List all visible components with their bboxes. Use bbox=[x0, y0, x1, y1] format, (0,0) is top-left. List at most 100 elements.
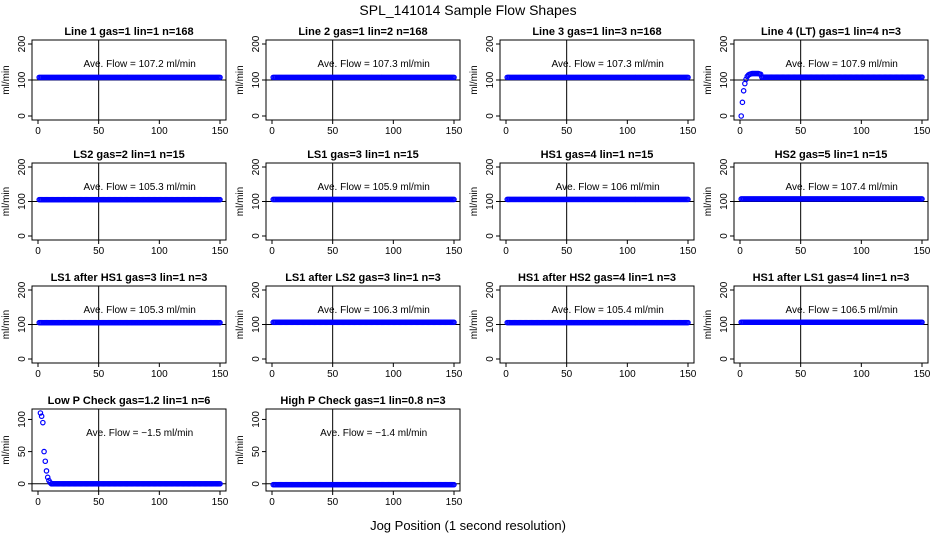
x-tick-label: 100 bbox=[853, 369, 870, 380]
ave-flow-annotation: Ave. Flow = 105.4 ml/min bbox=[552, 305, 664, 316]
y-tick-label: 0 bbox=[719, 233, 730, 239]
x-tick-label: 50 bbox=[327, 497, 339, 508]
y-tick-label: 100 bbox=[251, 411, 262, 428]
y-axis-label: ml/min bbox=[703, 310, 714, 339]
data-point bbox=[451, 196, 457, 203]
y-axis-label: ml/min bbox=[469, 65, 480, 94]
x-tick-label: 0 bbox=[503, 369, 509, 380]
x-tick-label: 0 bbox=[35, 246, 41, 257]
plot-frame bbox=[265, 408, 461, 492]
data-point bbox=[739, 99, 746, 106]
y-tick-label: 0 bbox=[17, 481, 28, 487]
data-point bbox=[41, 448, 47, 455]
x-tick-label: 50 bbox=[795, 126, 807, 137]
data-point bbox=[40, 419, 46, 426]
y-axis-label: ml/min bbox=[1, 187, 12, 216]
y-tick-label: 100 bbox=[485, 193, 496, 210]
ave-flow-annotation: Ave. Flow = 107.3 ml/min bbox=[552, 59, 664, 70]
panel-7: HS1 gas=4 lin=1 n=15 0 50 100 150 0 100 200 ml/m… bbox=[469, 149, 697, 257]
x-tick-label: 100 bbox=[853, 246, 870, 257]
y-tick-label: 200 bbox=[719, 281, 730, 298]
y-axis-label: ml/min bbox=[703, 187, 714, 216]
y-axis-label: ml/min bbox=[469, 310, 480, 339]
x-tick-label: 150 bbox=[446, 126, 463, 137]
y-tick-label: 200 bbox=[719, 158, 730, 175]
data-point bbox=[685, 74, 691, 81]
y-tick-label: 0 bbox=[485, 356, 496, 362]
x-tick-label: 150 bbox=[212, 246, 229, 257]
y-tick-label: 200 bbox=[719, 35, 730, 52]
y-tick-label: 100 bbox=[17, 316, 28, 333]
y-tick-label: 100 bbox=[17, 411, 28, 428]
x-tick-label: 0 bbox=[737, 246, 743, 257]
ave-flow-annotation: Ave. Flow = 105.3 ml/min bbox=[84, 305, 196, 316]
x-tick-label: 50 bbox=[327, 369, 339, 380]
y-tick-label: 200 bbox=[485, 35, 496, 52]
x-tick-label: 50 bbox=[795, 369, 807, 380]
data-point bbox=[38, 413, 45, 420]
data-point bbox=[919, 196, 925, 202]
panel-1: Line 1 gas=1 lin=1 n=168 0 50 100 150 0 100 200… bbox=[1, 26, 229, 137]
data-point bbox=[217, 196, 223, 203]
panel-9: LS1 after HS1 gas=3 lin=1 n=3 0 50 100 150 0 1… bbox=[1, 272, 229, 380]
plot-frame bbox=[31, 408, 227, 492]
panel-title: LS2 gas=2 lin=1 n=15 bbox=[73, 149, 185, 161]
x-tick-label: 50 bbox=[561, 246, 573, 257]
panel-title: LS1 after LS2 gas=3 lin=1 n=3 bbox=[285, 272, 441, 284]
data-point bbox=[919, 319, 925, 326]
x-tick-label: 150 bbox=[680, 369, 697, 380]
panel-3: Line 3 gas=1 lin=3 n=168 0 50 100 150 0 100 200… bbox=[469, 26, 697, 137]
panel-11: HS1 after HS2 gas=4 lin=1 n=3 0 50 100 150 0 1… bbox=[469, 272, 697, 380]
y-tick-label: 0 bbox=[719, 356, 730, 362]
x-tick-label: 50 bbox=[93, 246, 105, 257]
ave-flow-annotation: Ave. Flow = 107.4 ml/min bbox=[786, 182, 898, 193]
x-tick-label: 0 bbox=[737, 369, 743, 380]
y-tick-label: 100 bbox=[485, 71, 496, 88]
x-tick-label: 100 bbox=[619, 369, 636, 380]
y-tick-label: 100 bbox=[251, 193, 262, 210]
panel-title: HS1 after HS2 gas=4 lin=1 n=3 bbox=[518, 272, 676, 284]
y-axis-label: ml/min bbox=[235, 65, 246, 94]
data-point bbox=[738, 113, 745, 119]
x-tick-label: 150 bbox=[680, 246, 697, 257]
x-tick-label: 150 bbox=[212, 369, 229, 380]
y-axis-label: ml/min bbox=[1, 65, 12, 94]
x-tick-label: 150 bbox=[914, 246, 931, 257]
ave-flow-annotation: Ave. Flow = 105.3 ml/min bbox=[84, 182, 196, 193]
y-tick-label: 100 bbox=[17, 193, 28, 210]
panel-13: Low P Check gas=1.2 lin=1 n=6 0 50 100 150 0 5… bbox=[1, 395, 229, 508]
y-tick-label: 0 bbox=[17, 233, 28, 239]
data-point bbox=[685, 319, 691, 326]
y-tick-label: 0 bbox=[251, 356, 262, 362]
y-axis-label: ml/min bbox=[469, 187, 480, 216]
data-point bbox=[919, 74, 925, 80]
panel-title: HS2 gas=5 lin=1 n=15 bbox=[775, 149, 888, 161]
x-tick-label: 0 bbox=[737, 126, 743, 137]
panel-title: Line 2 gas=1 lin=2 n=168 bbox=[298, 26, 427, 38]
data-point bbox=[44, 474, 51, 481]
x-tick-label: 100 bbox=[385, 246, 402, 257]
y-axis-label: ml/min bbox=[1, 435, 12, 464]
y-tick-label: 200 bbox=[485, 281, 496, 298]
data-point bbox=[217, 74, 223, 81]
y-tick-label: 200 bbox=[485, 158, 496, 175]
panel-title: HS1 gas=4 lin=1 n=15 bbox=[541, 149, 654, 161]
x-tick-label: 0 bbox=[35, 126, 41, 137]
panel-title: LS1 gas=3 lin=1 n=15 bbox=[307, 149, 419, 161]
x-tick-label: 100 bbox=[151, 126, 168, 137]
figure-title: SPL_141014 Sample Flow Shapes bbox=[359, 2, 577, 18]
ave-flow-annotation: Ave. Flow = −1.5 ml/min bbox=[86, 428, 193, 439]
y-tick-label: 200 bbox=[251, 35, 262, 52]
x-tick-label: 150 bbox=[212, 497, 229, 508]
data-point bbox=[217, 480, 223, 487]
data-point bbox=[37, 410, 44, 416]
x-tick-label: 0 bbox=[35, 369, 41, 380]
data-point bbox=[740, 88, 747, 94]
y-tick-label: 50 bbox=[251, 446, 262, 458]
x-tick-label: 100 bbox=[619, 126, 636, 137]
y-tick-label: 100 bbox=[251, 316, 262, 333]
x-tick-label: 100 bbox=[619, 246, 636, 257]
x-tick-label: 150 bbox=[914, 126, 931, 137]
y-tick-label: 0 bbox=[251, 113, 262, 119]
